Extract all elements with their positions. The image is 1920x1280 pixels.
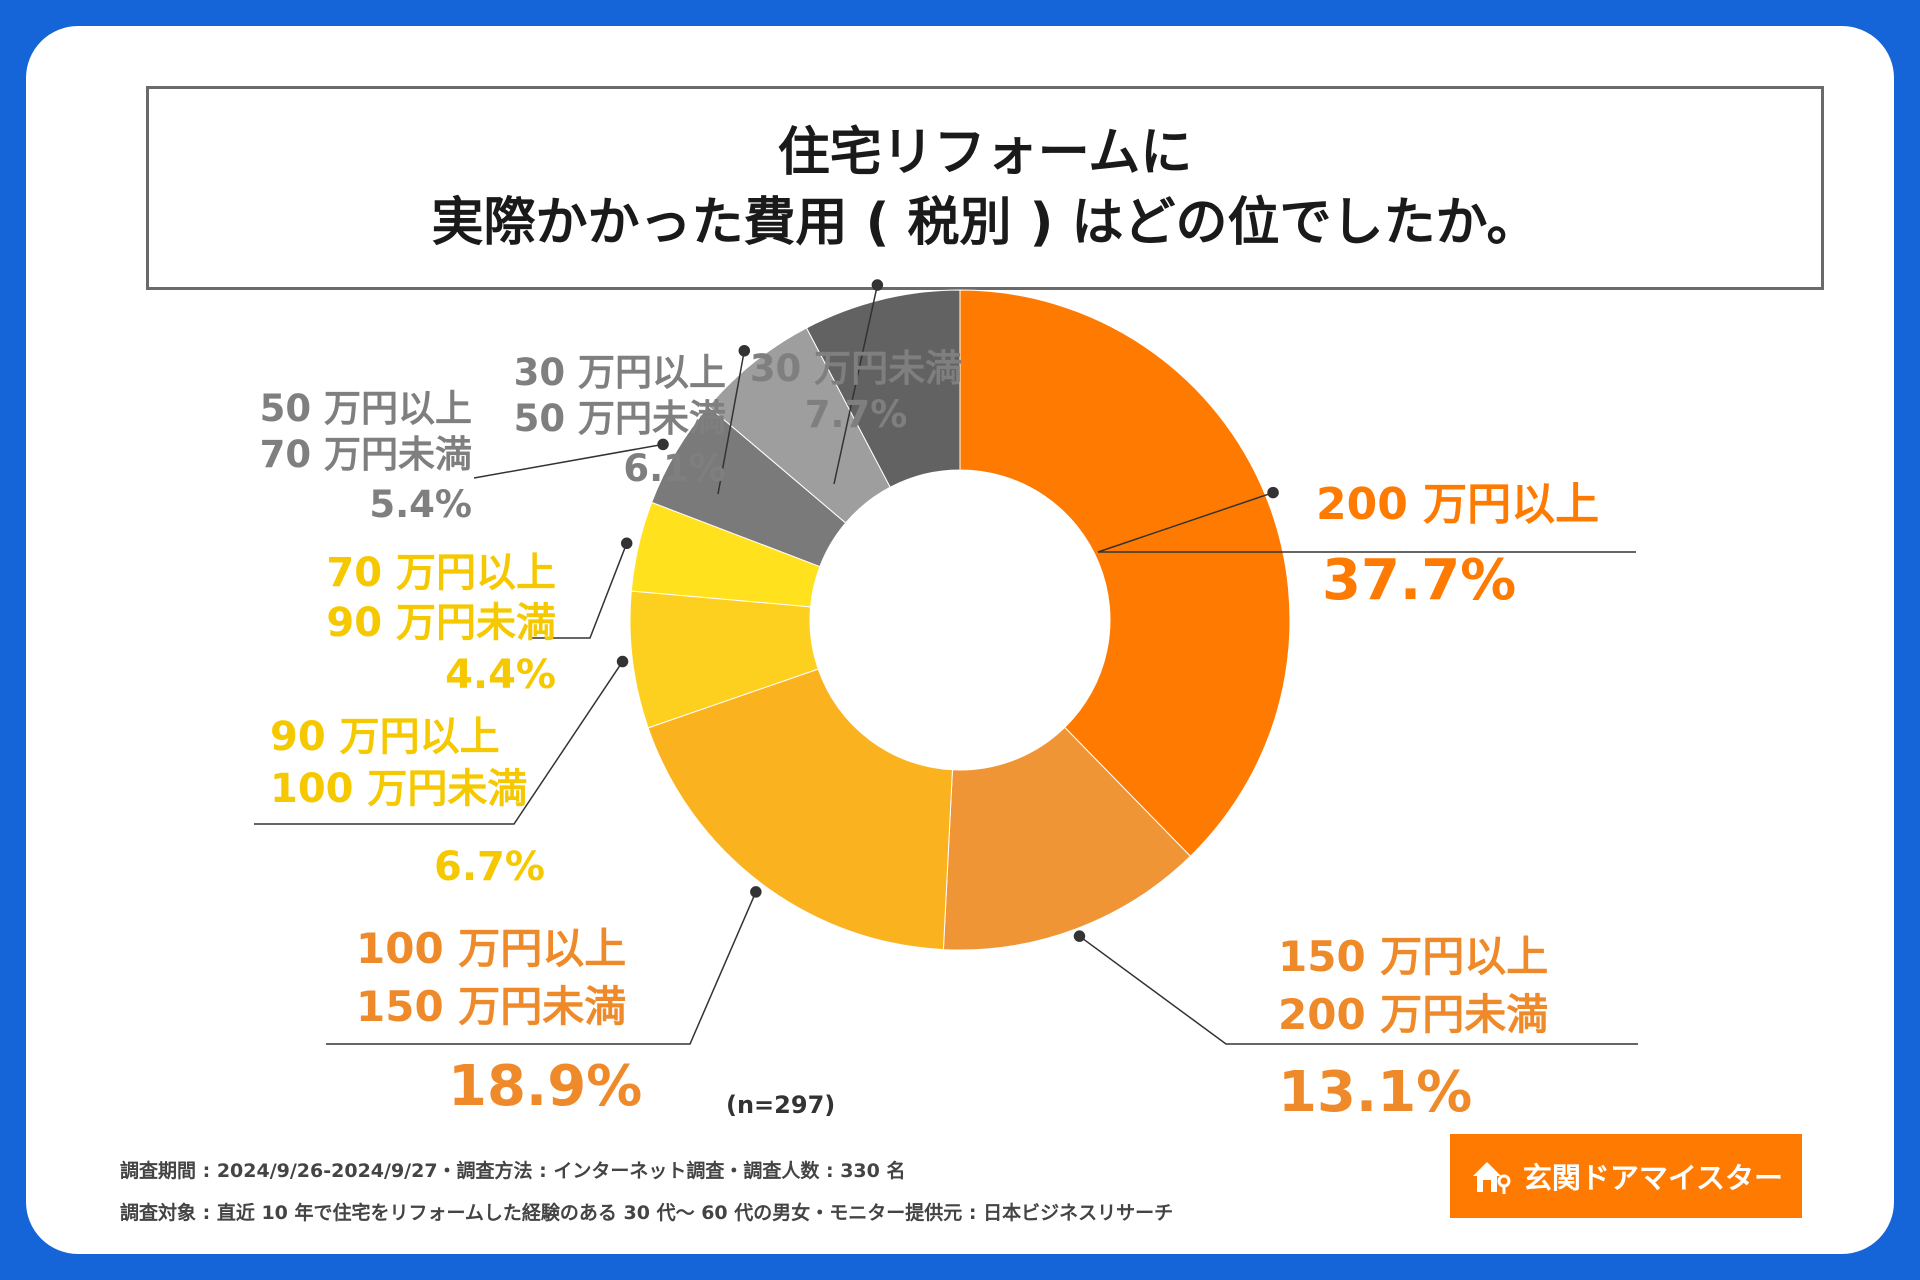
leader-dot-200-plus bbox=[1267, 486, 1279, 499]
label-50-70-line2: 70 万円未満 bbox=[259, 433, 472, 476]
leader-line-100-150 bbox=[326, 891, 757, 1045]
leader-dot-100-150 bbox=[750, 886, 762, 898]
leader-line-30-50 bbox=[717, 350, 746, 495]
leader-line-200-plus bbox=[1097, 491, 1636, 553]
label-50-70: 50 万円以上 70 万円未満 5.4% bbox=[176, 386, 472, 528]
leader-line-50-70 bbox=[473, 443, 664, 479]
label-90-100-line2: 100 万円未満 bbox=[270, 766, 528, 812]
label-200-plus: 200 万円以上 37.7% bbox=[1316, 478, 1599, 616]
leader-lines bbox=[254, 279, 1638, 1045]
label-70-90-line2: 90 万円未満 bbox=[326, 600, 556, 646]
label-under-30: 30 万円未満 7.7% bbox=[716, 346, 996, 438]
footnote-line-1: 調査期間 : 2024/9/26-2024/9/27・調査方法 : インターネッ… bbox=[120, 1160, 906, 1182]
label-200-plus-pct: 37.7% bbox=[1322, 548, 1517, 613]
slice-under-30 bbox=[805, 289, 961, 488]
label-150-200-line2: 200 万円未満 bbox=[1278, 990, 1549, 1039]
label-30-50-line1: 30 万円以上 bbox=[513, 351, 726, 394]
label-100-150-pct: 18.9% bbox=[448, 1054, 643, 1119]
label-90-100-line1: 90 万円以上 bbox=[270, 714, 500, 760]
leader-line-150-200 bbox=[1079, 935, 1638, 1045]
label-50-70-pct: 5.4% bbox=[369, 483, 472, 526]
leader-dot-90-100 bbox=[616, 655, 629, 668]
house-key-icon bbox=[1472, 1162, 1511, 1194]
slice-150-200 bbox=[942, 726, 1192, 951]
label-150-200-line1: 150 万円以上 bbox=[1278, 932, 1549, 981]
sample-size: (n=297) bbox=[726, 1091, 836, 1119]
chart-slices bbox=[629, 289, 1291, 951]
brand-name: 玄関ドアマイスター bbox=[1522, 1161, 1784, 1195]
label-200-plus-name: 200 万円以上 bbox=[1316, 479, 1600, 530]
label-70-90-line1: 70 万円以上 bbox=[326, 550, 556, 596]
infographic-card: 住宅リフォームに 実際かかった費用 ( 税別 ) はどの位でしたか。 200 万… bbox=[26, 26, 1894, 1254]
label-under-30-pct: 7.7% bbox=[804, 393, 908, 436]
title-line-2: 実際かかった費用 ( 税別 ) はどの位でしたか。 bbox=[431, 193, 1539, 253]
leader-line-70-90 bbox=[532, 543, 628, 639]
brand-logo: 玄関ドアマイスター bbox=[1450, 1134, 1802, 1218]
leader-dot-30-50 bbox=[738, 345, 751, 357]
label-100-150-line1: 100 万円以上 bbox=[356, 924, 627, 973]
label-70-90: 70 万円以上 90 万円未満 4.4% bbox=[236, 548, 556, 700]
slice-200-plus bbox=[959, 289, 1291, 857]
label-150-200-pct: 13.1% bbox=[1278, 1060, 1473, 1125]
label-30-50-line2: 50 万円未満 bbox=[513, 397, 726, 440]
label-under-30-line1: 30 万円未満 bbox=[749, 347, 963, 390]
leader-dot-70-90 bbox=[620, 537, 633, 550]
leader-line-under-30 bbox=[833, 284, 879, 485]
title-line-1: 住宅リフォームに bbox=[777, 123, 1193, 183]
leader-dot-150-200 bbox=[1073, 930, 1086, 942]
label-90-100-pct: 6.7% bbox=[434, 844, 545, 890]
label-50-70-line1: 50 万円以上 bbox=[259, 387, 472, 430]
leader-dot-under-30 bbox=[871, 279, 884, 291]
label-150-200: 150 万円以上 200 万円未満 13.1% bbox=[1278, 930, 1548, 1128]
label-30-50-pct: 6.1% bbox=[623, 447, 726, 490]
label-30-50: 30 万円以上 50 万円未満 6.1% bbox=[426, 350, 726, 492]
title-box: 住宅リフォームに 実際かかった費用 ( 税別 ) はどの位でしたか。 bbox=[146, 86, 1824, 290]
leader-dot-50-70 bbox=[657, 438, 669, 451]
label-70-90-pct: 4.4% bbox=[445, 652, 556, 698]
slice-100-150 bbox=[647, 668, 953, 951]
label-90-100: 90 万円以上 100 万円未満 6.7% bbox=[270, 712, 545, 892]
footnote-line-2: 調査対象 : 直近 10 年で住宅をリフォームした経験のある 30 代～ 60 … bbox=[120, 1202, 1174, 1224]
label-100-150: 100 万円以上 150 万円未満 18.9% bbox=[356, 922, 642, 1122]
donut-chart bbox=[254, 279, 1638, 1045]
label-100-150-line2: 150 万円未満 bbox=[356, 982, 627, 1031]
leader-line-90-100 bbox=[254, 661, 624, 825]
